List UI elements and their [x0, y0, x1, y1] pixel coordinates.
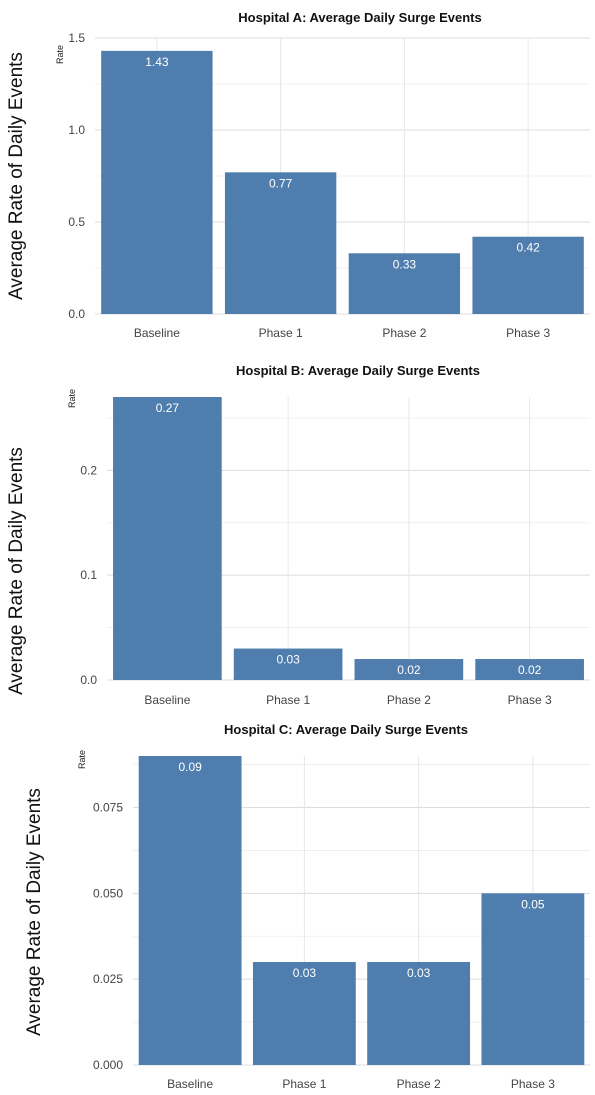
- bar-phase-1: [233, 648, 343, 680]
- x-tick-label: Phase 3: [506, 326, 550, 340]
- y-tick-label: 0.000: [93, 1058, 123, 1072]
- chart-panel-1: 1.43 0.77 0.33 0.42 0.0 0.5 1.0 1.5 Baseline Phas…: [0, 0, 595, 355]
- bar-phase-3: [472, 236, 584, 314]
- y-axis-unit-label: Rate: [67, 388, 77, 408]
- chart-panel-3: 0.09 0.03 0.03 0.05 0.000 0.025 0.050 0.075 Base…: [0, 720, 595, 1095]
- chart-plot: 1.43 0.77 0.33 0.42 0.0 0.5 1.0 1.5 Baseline Phas…: [68, 31, 590, 340]
- data-label: 0.03: [407, 966, 431, 980]
- y-tick-label: 0.050: [93, 886, 123, 900]
- data-label: 0.03: [276, 653, 300, 667]
- y-tick-label: 0.025: [93, 972, 123, 986]
- x-tick-label: Phase 1: [259, 326, 303, 340]
- x-tick-label: Phase 3: [508, 693, 552, 707]
- chart-panel-2: 0.27 0.03 0.02 0.02 0.0 0.1 0.2 Baseline Phase 1…: [0, 355, 595, 720]
- bar-phase-2: [367, 962, 471, 1065]
- x-tick-label: Baseline: [167, 1077, 213, 1091]
- y-tick-label: 0.5: [68, 215, 85, 229]
- bar-phase-1: [224, 172, 337, 314]
- data-label: 0.02: [518, 663, 542, 677]
- bar-phase-2: [348, 253, 461, 314]
- bar-phase-3: [475, 659, 584, 680]
- y-axis-title: Average Rate of Daily Events: [24, 788, 45, 1036]
- data-label: 0.09: [178, 760, 202, 774]
- x-tick-label: Phase 1: [282, 1077, 326, 1091]
- data-label: 0.02: [397, 663, 421, 677]
- x-tick-label: Phase 1: [266, 693, 310, 707]
- x-tick-label: Phase 2: [387, 693, 431, 707]
- y-axis-unit-label: Rate: [77, 749, 87, 769]
- y-axis-title: Average Rate of Daily Events: [6, 52, 27, 300]
- bar-phase-1: [252, 962, 356, 1065]
- data-label: 0.03: [293, 966, 317, 980]
- y-tick-label: 0.2: [80, 463, 97, 477]
- x-tick-label: Phase 3: [511, 1077, 555, 1091]
- chart-title: Hospital A: Average Daily Surge Events: [238, 10, 482, 25]
- bar-baseline: [138, 756, 242, 1065]
- y-tick-label: 0.0: [80, 673, 97, 687]
- data-label: 1.43: [145, 55, 169, 69]
- x-tick-label: Baseline: [144, 693, 190, 707]
- data-label: 0.05: [521, 897, 545, 911]
- y-tick-label: 1.5: [68, 31, 85, 45]
- chart-title: Hospital C: Average Daily Surge Events: [224, 722, 468, 737]
- chart-plot: 0.09 0.03 0.03 0.05 0.000 0.025 0.050 0.075 Base…: [93, 756, 590, 1091]
- data-label: 0.77: [269, 176, 293, 190]
- x-tick-label: Phase 2: [382, 326, 426, 340]
- y-tick-label: 0.1: [80, 568, 97, 582]
- chart-title: Hospital B: Average Daily Surge Events: [236, 363, 480, 378]
- data-label: 0.33: [393, 257, 417, 271]
- bar-phase-2: [354, 659, 464, 680]
- y-tick-label: 1.0: [68, 123, 85, 137]
- y-axis-unit-label: Rate: [55, 44, 65, 64]
- data-label: 0.27: [156, 401, 180, 415]
- y-axis-title: Average Rate of Daily Events: [6, 447, 27, 695]
- y-tick-label: 0.0: [68, 307, 85, 321]
- bar-phase-3: [481, 893, 585, 1065]
- bar-baseline: [113, 397, 222, 680]
- x-tick-label: Phase 2: [397, 1077, 441, 1091]
- y-tick-label: 0.075: [93, 801, 123, 815]
- data-label: 0.42: [516, 241, 540, 255]
- x-tick-label: Baseline: [134, 326, 180, 340]
- chart-plot: 0.27 0.03 0.02 0.02 0.0 0.1 0.2 Baseline Phase 1…: [80, 397, 590, 707]
- bar-baseline: [101, 50, 213, 314]
